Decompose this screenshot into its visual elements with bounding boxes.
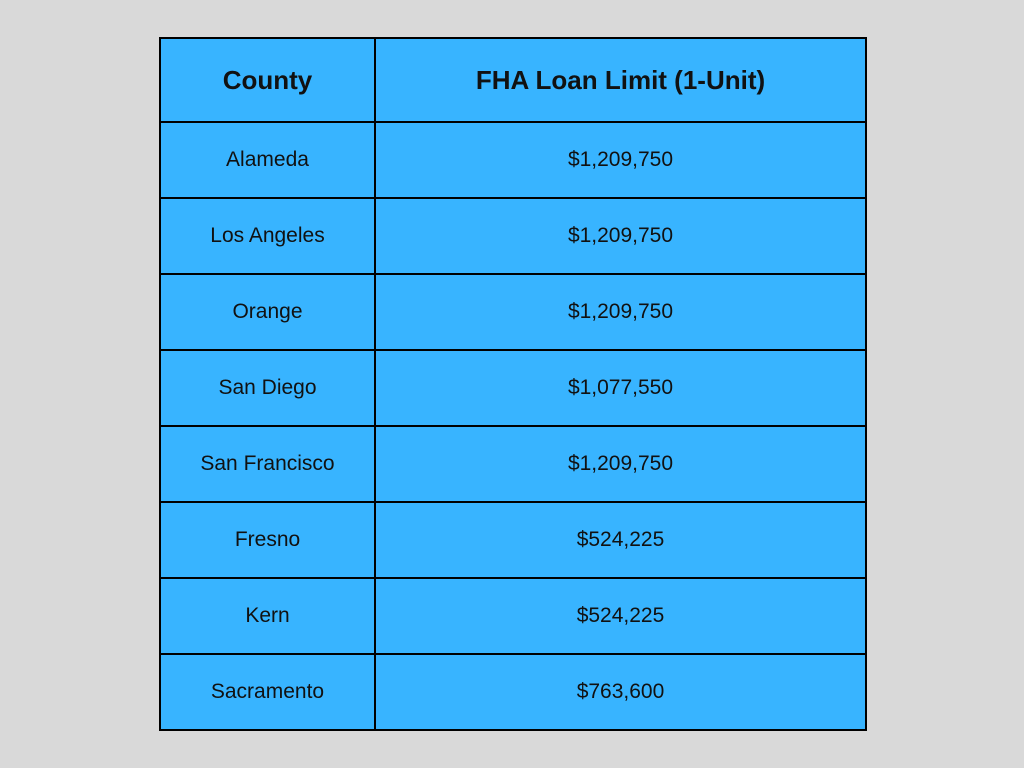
table-row: Alameda $1,209,750 bbox=[159, 121, 867, 199]
loan-limit-table-container: County FHA Loan Limit (1-Unit) Alameda $… bbox=[159, 37, 867, 731]
county-cell: Orange bbox=[159, 273, 376, 351]
county-cell: San Francisco bbox=[159, 425, 376, 503]
header-row: County FHA Loan Limit (1-Unit) bbox=[159, 37, 867, 123]
loan-limit-cell: $524,225 bbox=[374, 577, 867, 655]
loan-limit-table: County FHA Loan Limit (1-Unit) Alameda $… bbox=[159, 37, 867, 731]
table-row: San Francisco $1,209,750 bbox=[159, 425, 867, 503]
county-cell: Kern bbox=[159, 577, 376, 655]
county-cell: Alameda bbox=[159, 121, 376, 199]
table-body: Alameda $1,209,750 Los Angeles $1,209,75… bbox=[159, 121, 867, 731]
loan-limit-cell: $524,225 bbox=[374, 501, 867, 579]
county-cell: Sacramento bbox=[159, 653, 376, 731]
table-header: County FHA Loan Limit (1-Unit) bbox=[159, 37, 867, 123]
county-cell: Los Angeles bbox=[159, 197, 376, 275]
table-row: Kern $524,225 bbox=[159, 577, 867, 655]
header-county: County bbox=[159, 37, 376, 123]
loan-limit-cell: $1,209,750 bbox=[374, 273, 867, 351]
header-fha-loan-limit: FHA Loan Limit (1-Unit) bbox=[374, 37, 867, 123]
table-row: Orange $1,209,750 bbox=[159, 273, 867, 351]
loan-limit-cell: $1,077,550 bbox=[374, 349, 867, 427]
county-cell: San Diego bbox=[159, 349, 376, 427]
table-row: Los Angeles $1,209,750 bbox=[159, 197, 867, 275]
loan-limit-cell: $763,600 bbox=[374, 653, 867, 731]
loan-limit-cell: $1,209,750 bbox=[374, 197, 867, 275]
table-row: Fresno $524,225 bbox=[159, 501, 867, 579]
table-row: San Diego $1,077,550 bbox=[159, 349, 867, 427]
table-row: Sacramento $763,600 bbox=[159, 653, 867, 731]
loan-limit-cell: $1,209,750 bbox=[374, 121, 867, 199]
county-cell: Fresno bbox=[159, 501, 376, 579]
loan-limit-cell: $1,209,750 bbox=[374, 425, 867, 503]
